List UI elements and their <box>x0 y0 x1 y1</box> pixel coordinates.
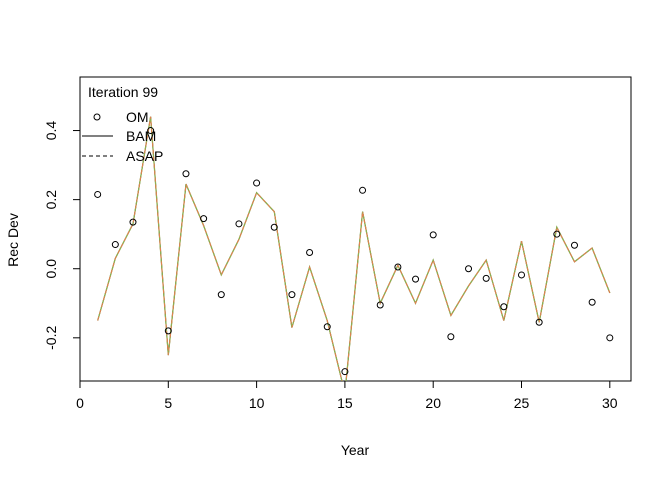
om-point <box>429 231 437 239</box>
plot-frame <box>79 76 632 382</box>
om-point <box>217 291 225 299</box>
om-point <box>535 318 543 326</box>
bam-line <box>97 116 611 381</box>
y-tick-label: -0.2 <box>43 326 59 350</box>
om-point <box>376 301 384 309</box>
om-point <box>553 230 561 238</box>
om-point <box>306 248 314 256</box>
om-point <box>394 263 402 271</box>
om-point <box>323 323 331 331</box>
om-point <box>447 333 455 341</box>
x-tick-label: 0 <box>76 395 84 411</box>
om-point <box>164 327 172 335</box>
om-point <box>482 274 490 282</box>
om-point <box>518 271 526 279</box>
legend-om-label: OM <box>126 109 149 125</box>
y-axis: -0.2 0.0 0.2 0.4 <box>43 121 80 350</box>
om-point <box>94 190 102 198</box>
x-tick-label: 15 <box>337 395 353 411</box>
x-tick-label: 10 <box>249 395 265 411</box>
om-point <box>253 179 261 187</box>
y-axis-title: Rec Dev <box>5 213 21 267</box>
om-point <box>412 275 420 283</box>
legend-om-symbol <box>93 113 101 121</box>
om-point <box>465 265 473 273</box>
iteration-annotation: Iteration 99 <box>88 84 158 100</box>
om-point <box>570 241 578 249</box>
asap-dash-line <box>97 116 611 381</box>
om-point <box>588 298 596 306</box>
om-point <box>606 334 614 342</box>
om-point <box>359 186 367 194</box>
x-tick-label: 5 <box>164 395 172 411</box>
om-point <box>500 303 508 311</box>
plot-area <box>94 116 614 381</box>
legend-asap-label: ASAP <box>126 148 163 164</box>
legend-bam-label: BAM <box>126 128 156 144</box>
om-point <box>341 368 349 376</box>
asap-line <box>97 116 611 381</box>
y-tick-label: 0.4 <box>43 121 59 141</box>
om-point <box>235 220 243 228</box>
x-tick-label: 20 <box>425 395 441 411</box>
x-tick-label: 25 <box>514 395 530 411</box>
om-point <box>270 223 278 231</box>
om-point <box>111 241 119 249</box>
legend: Iteration 99 OM BAM ASAP <box>82 84 163 164</box>
x-axis: 0 5 10 15 20 25 30 <box>76 381 618 411</box>
om-point <box>288 291 296 299</box>
om-point <box>147 127 155 135</box>
y-tick-label: 0.2 <box>43 190 59 210</box>
x-tick-label: 30 <box>602 395 618 411</box>
y-tick-label: 0.0 <box>43 259 59 279</box>
om-point <box>182 170 190 178</box>
om-point <box>129 218 137 226</box>
x-axis-title: Year <box>341 442 370 458</box>
om-point <box>200 215 208 223</box>
